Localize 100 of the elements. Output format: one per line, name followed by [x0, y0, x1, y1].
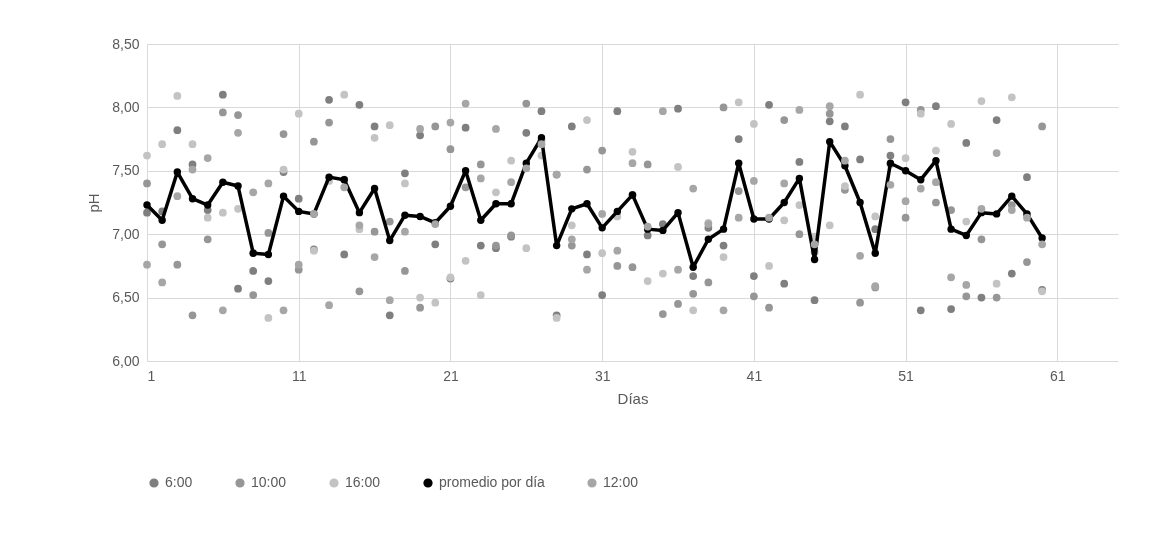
- point: [552, 241, 561, 250]
- point: [188, 311, 197, 320]
- point: [795, 158, 804, 166]
- point: [734, 135, 743, 143]
- point: [734, 98, 743, 107]
- point: [476, 291, 485, 299]
- point: [203, 213, 212, 222]
- point: [780, 116, 789, 124]
- point: [401, 267, 409, 275]
- point: [355, 287, 364, 296]
- point: [901, 154, 910, 162]
- y-tick-label: 6,50: [112, 289, 140, 306]
- point: [370, 122, 379, 131]
- point: [279, 130, 288, 138]
- x-tick-label: 31: [594, 367, 611, 384]
- point: [825, 117, 834, 126]
- point: [901, 98, 910, 107]
- point: [218, 108, 227, 117]
- point: [264, 277, 273, 285]
- point: [568, 205, 576, 213]
- point: [325, 118, 333, 127]
- point: [218, 90, 227, 99]
- point: [1023, 173, 1031, 182]
- point: [1038, 234, 1046, 242]
- point: [583, 165, 591, 174]
- point: [401, 169, 409, 178]
- point: [992, 293, 1001, 302]
- point: [658, 310, 667, 318]
- point: [1038, 240, 1047, 249]
- x-tick-label: 41: [746, 367, 763, 384]
- point: [385, 121, 394, 130]
- point: [825, 102, 834, 110]
- point: [901, 197, 910, 206]
- point: [203, 154, 212, 162]
- point: [143, 260, 151, 269]
- point: [856, 198, 864, 207]
- point: [977, 293, 986, 302]
- legend-label: 12:00: [603, 474, 639, 490]
- point: [613, 262, 622, 270]
- point: [810, 296, 819, 304]
- legend-label: 16:00: [345, 474, 381, 490]
- point: [947, 273, 955, 282]
- point: [385, 311, 394, 320]
- point: [143, 208, 151, 217]
- point: [431, 298, 440, 307]
- point: [841, 156, 849, 165]
- point: [461, 183, 470, 192]
- x-tick-label: 61: [1050, 367, 1066, 384]
- point: [947, 120, 955, 128]
- y-tick-label: 6,00: [112, 352, 140, 369]
- legend-label: 6:00: [165, 474, 193, 490]
- point: [218, 208, 227, 217]
- point: [689, 306, 698, 315]
- point: [158, 240, 167, 249]
- point: [871, 212, 880, 221]
- point: [416, 293, 424, 302]
- point: [416, 303, 424, 312]
- point: [795, 174, 804, 183]
- x-tick-label: 1: [147, 367, 156, 384]
- point: [689, 289, 698, 298]
- point: [674, 265, 682, 274]
- point: [416, 125, 424, 133]
- point: [659, 226, 667, 235]
- point: [643, 231, 652, 240]
- point: [264, 229, 273, 237]
- point: [719, 306, 728, 315]
- point: [507, 200, 515, 208]
- point: [962, 139, 971, 147]
- point: [188, 165, 197, 174]
- point: [1007, 206, 1016, 214]
- point: [992, 210, 1001, 218]
- point: [234, 182, 242, 190]
- point: [719, 253, 728, 261]
- point: [916, 184, 925, 193]
- point: [567, 221, 576, 230]
- point: [598, 291, 607, 299]
- point: [385, 296, 394, 304]
- point: [340, 250, 349, 259]
- point: [658, 269, 667, 278]
- point: [947, 225, 955, 233]
- point: [370, 133, 379, 142]
- point: [992, 149, 1001, 157]
- point: [598, 210, 607, 218]
- point: [583, 200, 591, 208]
- point: [234, 204, 242, 213]
- point: [567, 235, 576, 244]
- point: [1007, 93, 1016, 102]
- point: [886, 135, 895, 143]
- point: [385, 217, 394, 226]
- point: [431, 240, 440, 249]
- point: [886, 180, 895, 189]
- point: [932, 178, 940, 187]
- point: [734, 187, 743, 195]
- point: [461, 256, 470, 265]
- point: [143, 151, 151, 160]
- point: [219, 178, 227, 186]
- point: [704, 235, 713, 243]
- point: [841, 122, 849, 131]
- point: [916, 306, 925, 315]
- point: [947, 305, 955, 313]
